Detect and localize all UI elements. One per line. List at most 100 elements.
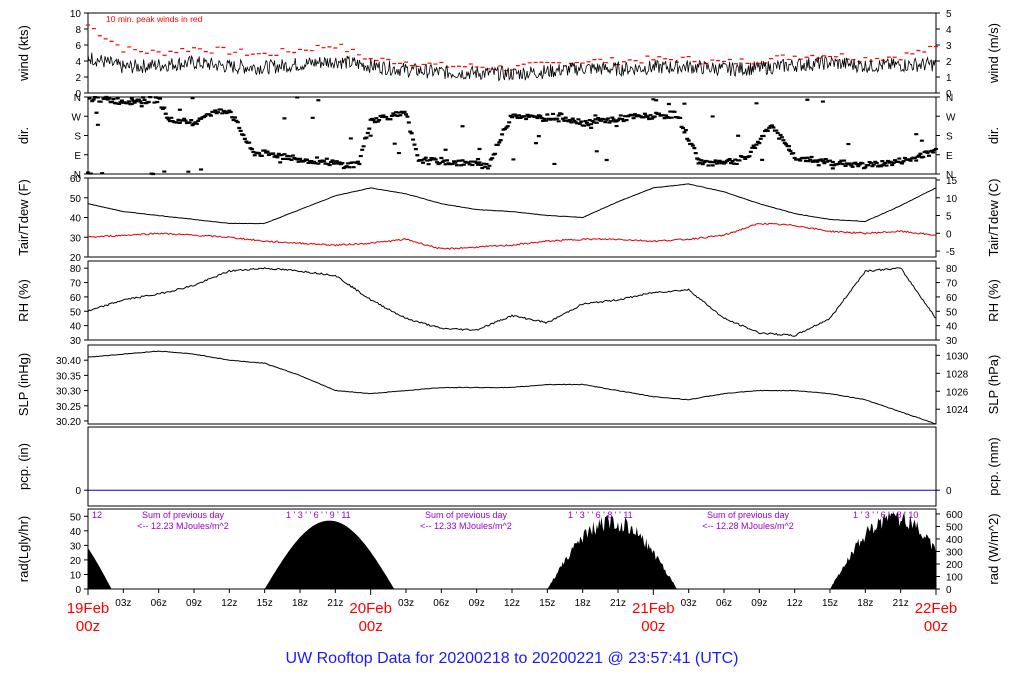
slp-left-tick-label: 30.40	[56, 356, 81, 367]
wind-speed-series	[87, 52, 937, 82]
rh-right-tick-label: 70	[946, 279, 958, 290]
temp-frame	[87, 177, 937, 258]
x-tick-label: 12z	[787, 598, 803, 609]
x-tick-label: 18z	[292, 598, 308, 609]
slp-frame	[87, 344, 937, 425]
slp-series	[87, 350, 937, 425]
temp-right-tick-label: 15	[946, 176, 958, 187]
radiation-day-2	[547, 514, 677, 589]
rh-left-tick-label: 80	[70, 264, 82, 275]
rad-sum-label-3: Sum of previous day	[707, 510, 790, 520]
radiation-day-0	[88, 548, 112, 589]
pcp-ylabel-right: pcp. (mm)	[986, 437, 1001, 496]
temp-left-tick-label: 50	[70, 194, 82, 205]
x-tick-label: 18z	[857, 598, 873, 609]
x-tick-label: 03z	[398, 598, 414, 609]
pcp-frame	[87, 426, 937, 507]
wind-left-tick-label: 0	[75, 89, 81, 100]
wind-left-tick-label: 10	[70, 9, 82, 20]
slp-right-tick-label: 1024	[946, 405, 969, 416]
rad-sum-label-2: Sum of previous day	[425, 510, 508, 520]
rad-mj-label-1: <-- 12.23 MJoules/m^2	[137, 521, 229, 531]
rad-right-tick-label: 0	[946, 585, 952, 596]
rad-hour-labels-0: 12	[92, 510, 102, 520]
x-tick-label: 12z	[221, 598, 237, 609]
slp-right-tick-label: 1026	[946, 387, 969, 398]
rad-sum-label-1: Sum of previous day	[142, 510, 225, 520]
dir-right-tick-label: N	[946, 93, 953, 104]
wind-left-tick-label: 4	[75, 57, 81, 68]
x-day-label: 22Feb	[915, 600, 958, 617]
slp-right-tick-label: 1030	[946, 351, 969, 362]
dewpoint-series	[87, 222, 937, 250]
wind-frame	[87, 12, 937, 94]
rh-left-tick-label: 40	[70, 322, 82, 333]
wind-right-tick-label: 1	[946, 73, 952, 84]
radiation-day-3	[830, 511, 936, 589]
temp-left-tick-label: 30	[70, 233, 82, 244]
slp-left-tick-label: 30.30	[56, 387, 81, 398]
wind-annotation: 10 min. peak winds in red	[106, 14, 203, 24]
wind-right-tick-label: 0	[946, 89, 952, 100]
dir-left-tick-label: N	[74, 93, 81, 104]
x-day-label: 21Feb	[632, 600, 675, 617]
rh-left-tick-label: 30	[70, 336, 82, 347]
pcp-right-tick-label: 0	[946, 486, 952, 497]
x-tick-label: 15z	[257, 598, 273, 609]
wind-direction-series	[86, 95, 938, 176]
slp-right-tick-label: 1028	[946, 369, 969, 380]
slp-left-tick-label: 30.25	[56, 402, 81, 413]
pcp-ylabel-left: pcp. (in)	[16, 443, 31, 490]
wind-right-tick-label: 3	[946, 41, 952, 52]
temp-right-tick-label: 10	[946, 194, 958, 205]
x-tick-label: 21z	[610, 598, 626, 609]
rad-right-tick-label: 200	[946, 560, 963, 571]
x-day-label: 20Feb	[349, 600, 392, 617]
rad-ylabel-right: rad (W/m^2)	[986, 513, 1001, 584]
rh-left-tick-label: 60	[70, 293, 82, 304]
rad-left-tick-label: 0	[75, 585, 81, 596]
dir-left-tick-label: N	[74, 170, 81, 181]
temp-ylabel-left: Tair/Tdew (F)	[16, 179, 31, 256]
dir-ylabel-right: dir.	[986, 127, 1001, 144]
dir-left-tick-label: S	[74, 132, 81, 143]
x-tick-label: 21z	[327, 598, 343, 609]
dir-right-tick-label: N	[946, 170, 953, 181]
rad-left-tick-label: 40	[70, 527, 82, 538]
rad-right-tick-label: 100	[946, 572, 963, 583]
x-tick-label: 03z	[115, 598, 131, 609]
x-tick-label: 06z	[151, 598, 167, 609]
x-tick-label: 09z	[186, 598, 202, 609]
x-tick-label: 09z	[751, 598, 767, 609]
wind-left-tick-label: 6	[75, 41, 81, 52]
dir-right-tick-label: S	[946, 132, 953, 143]
wind-left-tick-label: 8	[75, 25, 81, 36]
x-tick-label: 18z	[575, 598, 591, 609]
rad-left-tick-label: 30	[70, 541, 82, 552]
rad-mj-label-2: <-- 12.33 MJoules/m^2	[420, 521, 512, 531]
radiation-day-1	[264, 520, 395, 589]
rh-left-tick-label: 50	[70, 307, 82, 318]
x-tick-label: 09z	[469, 598, 485, 609]
rad-right-tick-label: 500	[946, 522, 963, 533]
wind-right-tick-label: 2	[946, 57, 952, 68]
wind-ylabel-left: wind (kts)	[16, 25, 31, 82]
dir-ylabel-left: dir.	[16, 127, 31, 144]
x-tick-label: 15z	[539, 598, 555, 609]
rad-right-tick-label: 400	[946, 535, 963, 546]
x-day-hour-label: 00z	[359, 618, 383, 635]
rh-series	[87, 266, 937, 337]
x-day-hour-label: 00z	[76, 618, 100, 635]
temp-right-tick-label: -5	[946, 247, 955, 258]
rh-left-tick-label: 70	[70, 279, 82, 290]
wind-ylabel-right: wind (m/s)	[986, 23, 1001, 84]
slp-left-tick-label: 30.20	[56, 417, 81, 428]
rh-right-tick-label: 40	[946, 322, 958, 333]
wind-right-tick-label: 5	[946, 9, 952, 20]
x-day-hour-label: 00z	[641, 618, 665, 635]
temp-left-tick-label: 60	[70, 174, 82, 185]
temp-right-tick-label: 0	[946, 229, 952, 240]
temp-ylabel-right: Tair/Tdew (C)	[986, 178, 1001, 256]
rh-right-tick-label: 30	[946, 336, 958, 347]
